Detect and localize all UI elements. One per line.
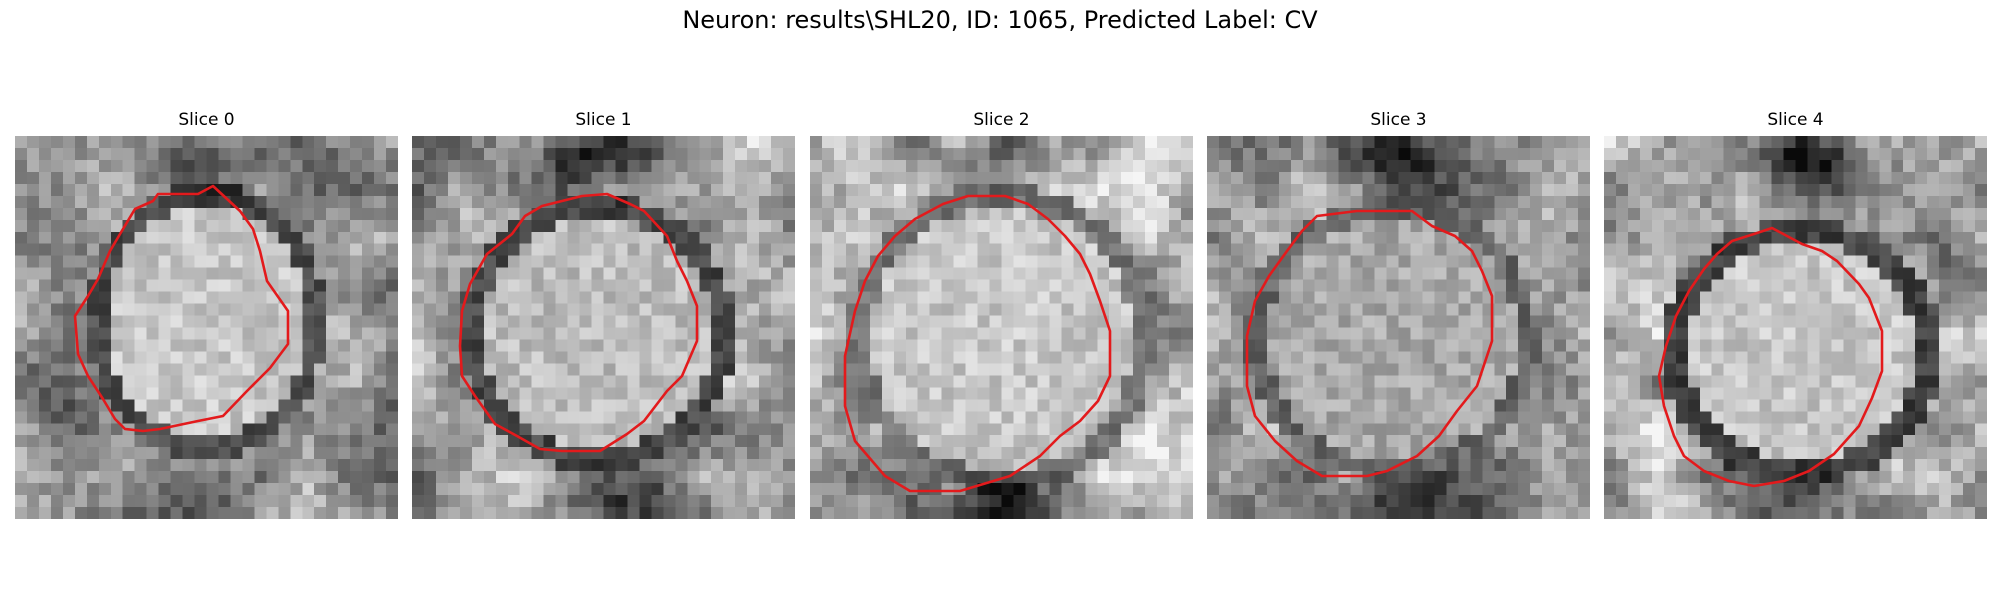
slice-title: Slice 1 — [575, 110, 632, 130]
micrograph-image — [1604, 136, 1987, 519]
micrograph-image — [15, 136, 398, 519]
pixel-grid — [1604, 136, 1987, 519]
slice-panel: Slice 2 — [810, 108, 1193, 519]
segmentation-contour — [458, 192, 699, 453]
slice-panel: Slice 3 — [1207, 108, 1590, 519]
slice-title: Slice 0 — [178, 110, 235, 130]
slice-panel: Slice 0 — [15, 108, 398, 519]
segmentation-contour — [1657, 226, 1884, 488]
slice-panel: Slice 1 — [412, 108, 795, 519]
slice-panel: Slice 4 — [1604, 108, 1987, 519]
pixel-grid — [1207, 136, 1590, 519]
segmentation-contour — [1245, 209, 1494, 478]
micrograph-image — [412, 136, 795, 519]
segmentation-contour — [843, 194, 1112, 493]
pixel-grid — [810, 136, 1193, 519]
pixel-grid — [15, 136, 398, 519]
segmentation-contour — [73, 184, 290, 433]
micrograph-image — [1207, 136, 1590, 519]
pixel-grid — [412, 136, 795, 519]
slice-title: Slice 4 — [1767, 110, 1824, 130]
figure-title: Neuron: results\SHL20, ID: 1065, Predict… — [682, 6, 1318, 34]
micrograph-image — [810, 136, 1193, 519]
slice-title: Slice 3 — [1370, 110, 1427, 130]
slice-title: Slice 2 — [973, 110, 1030, 130]
